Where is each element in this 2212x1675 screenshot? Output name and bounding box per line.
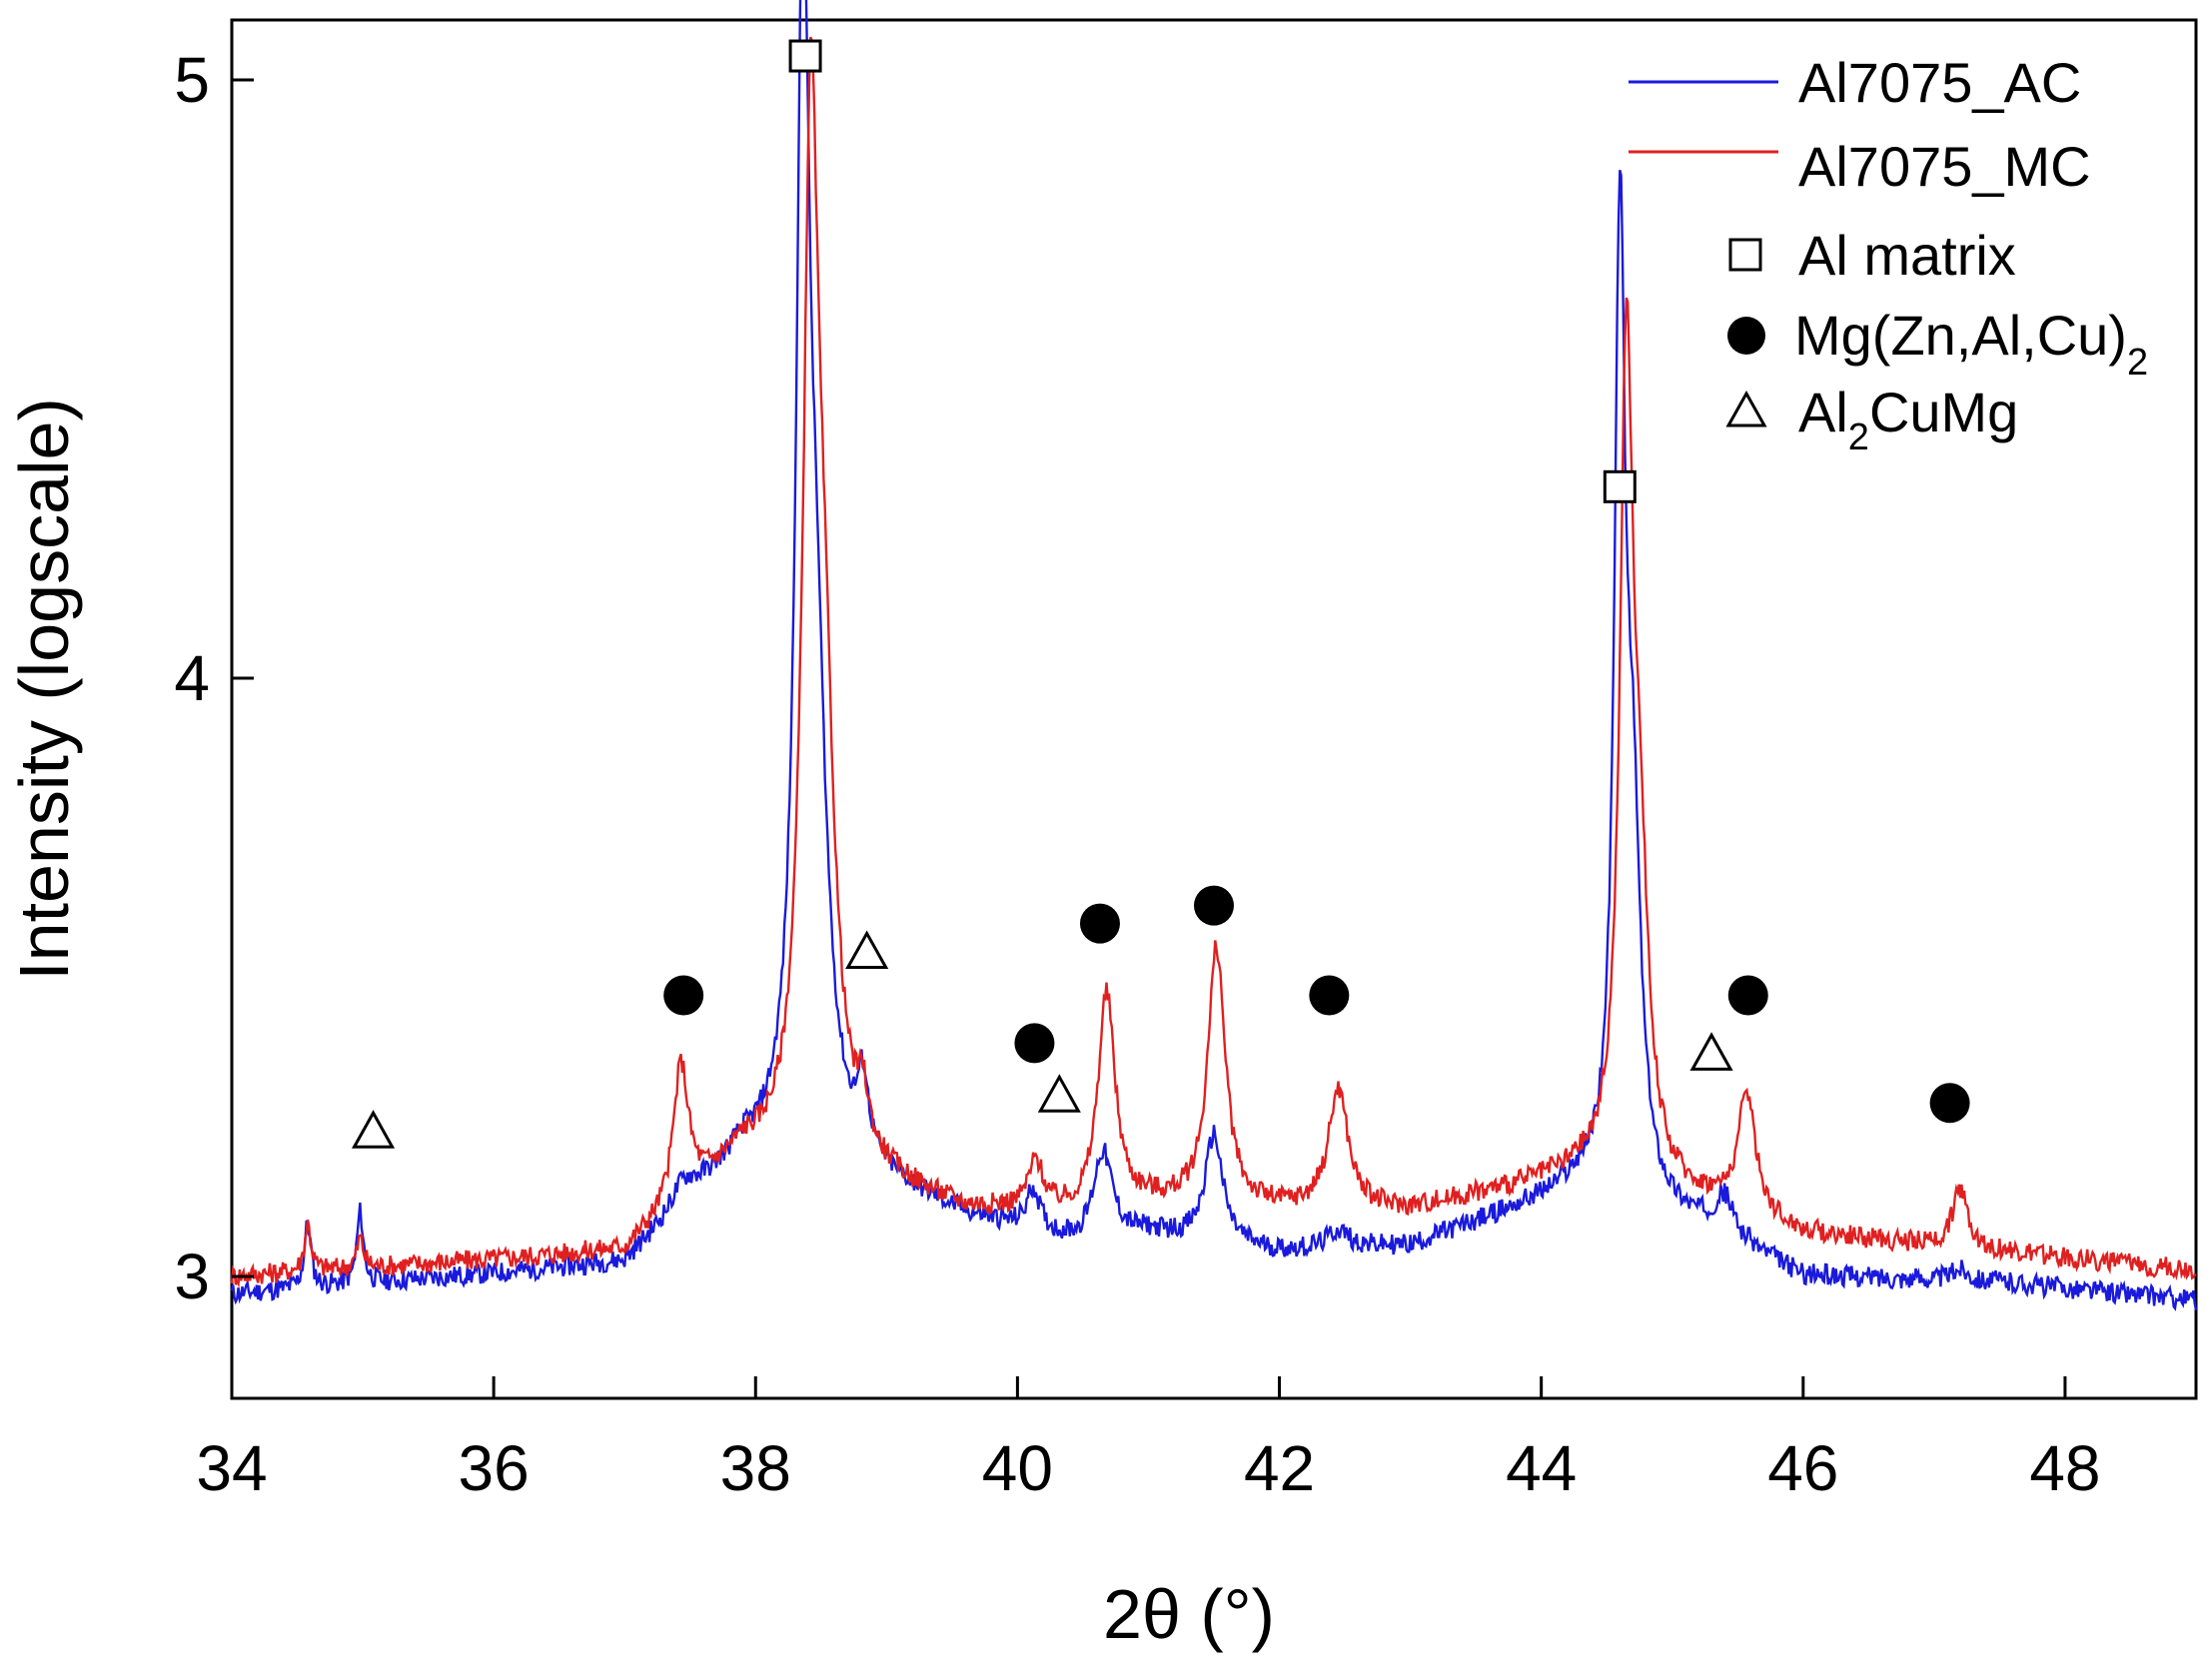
x-tick-label: 34 <box>196 1432 267 1504</box>
x-tick-label: 38 <box>720 1432 791 1504</box>
legend-mg-sub: 2 <box>2127 342 2148 384</box>
y-tick-label: 4 <box>174 642 210 714</box>
legend-al2-pre: Al <box>1798 381 1848 443</box>
mg-phase-marker <box>1194 885 1234 926</box>
legend-al2-sub: 2 <box>1848 417 1869 458</box>
legend: Al7075_AC Al7075_MC Al matrix Mg(Zn,Al,C… <box>1629 51 2148 458</box>
x-tick-label: 36 <box>459 1432 530 1504</box>
x-tick-label: 42 <box>1244 1432 1315 1504</box>
mg-phase-marker <box>1079 903 1120 944</box>
mg-phase-marker <box>1929 1083 1970 1124</box>
legend-label-mg-phase: Mg(Zn,Al,Cu)2 <box>1794 304 2148 384</box>
plot-frame <box>230 18 2198 1400</box>
al-matrix-marker <box>788 39 822 73</box>
y-tick-label: 5 <box>174 44 210 116</box>
mg-phase-marker <box>1727 975 1768 1016</box>
al2cumg-marker <box>1689 1032 1733 1071</box>
mg-phase-marker <box>663 975 704 1016</box>
legend-label-mc: Al7075_MC <box>1798 135 2091 198</box>
legend-triangle-icon <box>1725 390 1767 427</box>
x-tick-label: 48 <box>2029 1432 2100 1504</box>
legend-circle-icon <box>1727 317 1765 355</box>
x-tick-label: 44 <box>1506 1432 1577 1504</box>
al2cumg-marker <box>1037 1074 1081 1113</box>
x-tick-label: 46 <box>1767 1432 1838 1504</box>
legend-al2-post: CuMg <box>1869 381 2018 443</box>
series-line-mc <box>230 36 2197 1288</box>
x-axis-title: 2θ (°) <box>1103 1575 1275 1653</box>
series-line-ac <box>230 0 2198 1311</box>
legend-square-icon <box>1728 238 1762 272</box>
y-tick-label: 3 <box>174 1241 210 1312</box>
al-matrix-marker <box>1603 469 1637 503</box>
al2cumg-marker <box>351 1110 396 1149</box>
mg-phase-marker <box>1309 975 1350 1016</box>
legend-label-al-matrix: Al matrix <box>1798 224 2016 287</box>
y-axis-title: Intensity (logscale) <box>5 398 83 981</box>
mg-phase-marker <box>1014 1023 1055 1064</box>
al2cumg-marker <box>845 930 889 970</box>
phase-marker-layer <box>351 39 1970 1149</box>
legend-label-ac: Al7075_AC <box>1798 51 2081 114</box>
series-layer <box>230 0 2198 1311</box>
legend-label-al2cumg: Al2CuMg <box>1798 381 2018 458</box>
x-tick-label: 40 <box>982 1432 1053 1504</box>
legend-mg-main: Mg(Zn,Al,Cu) <box>1794 304 2127 367</box>
